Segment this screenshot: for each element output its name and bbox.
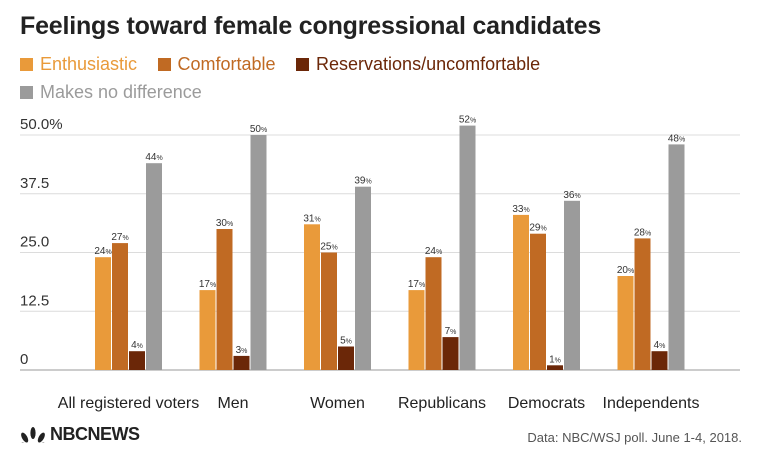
bar xyxy=(129,351,145,370)
bar xyxy=(233,355,250,370)
nbc-peacock-icon xyxy=(20,426,46,443)
bar xyxy=(442,337,459,370)
bar xyxy=(95,257,111,370)
data-label: 4% xyxy=(654,340,666,351)
legend-item-reservations: Reservations/uncomfortable xyxy=(296,50,540,78)
source-note: Data: NBC/WSJ poll. June 1-4, 2018. xyxy=(527,430,742,445)
data-label: 36% xyxy=(563,190,580,201)
bar xyxy=(513,214,529,370)
x-tick-label: Democrats xyxy=(508,395,585,412)
x-tick-label: Independents xyxy=(603,395,700,412)
bar xyxy=(408,290,425,370)
bar xyxy=(146,163,162,370)
bar xyxy=(338,346,354,370)
bar xyxy=(564,200,580,370)
legend-item-no-difference: Makes no difference xyxy=(20,78,202,106)
data-label: 33% xyxy=(512,204,529,215)
y-tick-label: 25.0 xyxy=(20,234,49,251)
legend: Enthusiastic Comfortable Reservations/un… xyxy=(20,50,640,106)
data-label: 48% xyxy=(668,133,685,144)
x-tick-label: All registered voters xyxy=(58,395,199,412)
legend-swatch-reservations xyxy=(296,57,310,71)
data-label: 4% xyxy=(131,340,143,351)
data-label: 24% xyxy=(425,246,442,257)
data-label: 17% xyxy=(408,279,425,290)
y-tick-label: 12.5 xyxy=(20,292,49,309)
x-tick-label: Republicans xyxy=(398,395,486,412)
bar xyxy=(304,224,320,370)
data-label: 44% xyxy=(145,152,162,163)
bar xyxy=(321,252,337,370)
data-label: 52% xyxy=(459,115,476,126)
data-label: 28% xyxy=(634,227,651,238)
legend-label-enthusiastic: Enthusiastic xyxy=(40,53,138,74)
bar xyxy=(250,135,267,370)
legend-swatch-enthusiastic xyxy=(20,57,33,71)
data-label: 25% xyxy=(320,242,337,253)
bar xyxy=(530,233,546,370)
data-label: 5% xyxy=(340,336,352,347)
legend-label-no-difference: Makes no difference xyxy=(40,81,202,102)
data-label: 17% xyxy=(199,279,216,290)
data-label: 39% xyxy=(354,176,371,187)
legend-label-reservations: Reservations/uncomfortable xyxy=(316,53,541,74)
bar xyxy=(634,238,651,370)
y-tick-label: 50.0% xyxy=(20,116,63,133)
logo-text: NBCNEWS xyxy=(50,424,140,444)
data-label: 20% xyxy=(617,265,634,276)
legend-item-enthusiastic: Enthusiastic xyxy=(20,50,137,78)
data-label: 3% xyxy=(236,345,248,356)
data-label: 27% xyxy=(111,232,128,243)
y-tick-label: 0 xyxy=(20,351,28,368)
bar xyxy=(668,144,685,370)
data-label: 7% xyxy=(445,326,457,337)
chart-title: Feelings toward female congressional can… xyxy=(20,12,602,40)
legend-swatch-no-difference xyxy=(20,85,33,99)
data-label: 30% xyxy=(216,218,233,229)
bar xyxy=(216,229,233,370)
bar xyxy=(112,243,128,370)
x-tick-label: Men xyxy=(217,395,248,412)
data-label: 1% xyxy=(549,354,561,365)
bar xyxy=(355,186,371,370)
bar xyxy=(459,125,476,370)
legend-item-comfortable: Comfortable xyxy=(157,50,276,78)
x-tick-label: Women xyxy=(310,395,365,412)
bar xyxy=(651,351,668,370)
data-label: 24% xyxy=(94,246,111,257)
data-label: 50% xyxy=(250,124,267,135)
data-label: 31% xyxy=(303,213,320,224)
legend-label-comfortable: Comfortable xyxy=(177,53,276,74)
nbc-news-logo: NBCNEWS xyxy=(20,424,140,445)
data-label: 29% xyxy=(529,223,546,234)
bar xyxy=(617,276,634,370)
legend-swatch-comfortable xyxy=(157,57,171,71)
bar xyxy=(547,365,563,370)
y-tick-label: 37.5 xyxy=(20,175,49,192)
bar xyxy=(425,257,442,370)
bar xyxy=(199,290,216,370)
